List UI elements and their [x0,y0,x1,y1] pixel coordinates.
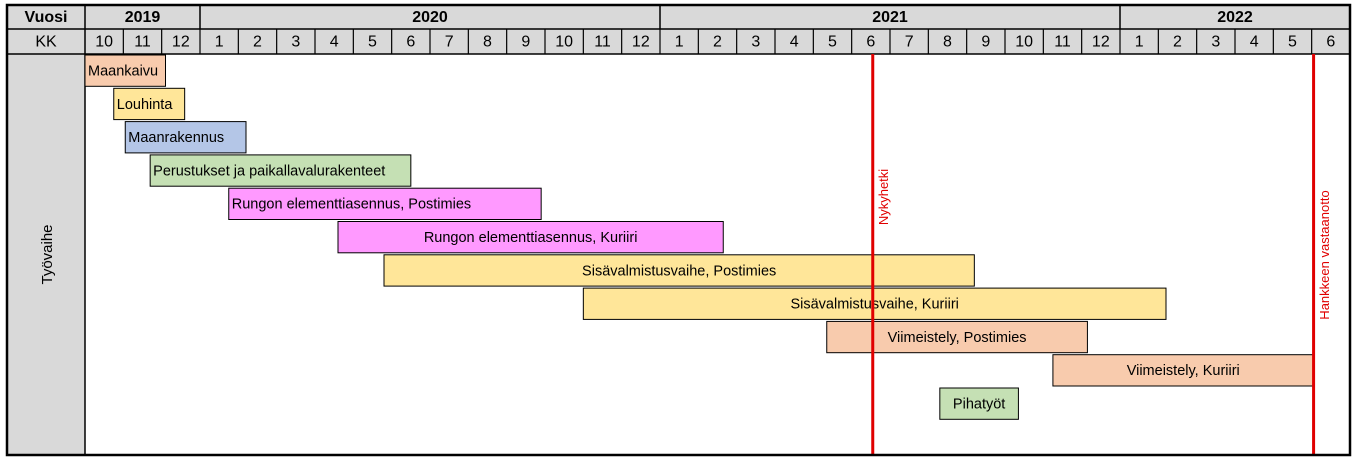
task-label: Louhinta [117,97,174,113]
task-label: Pihatyöt [953,396,1005,412]
month-label: 8 [483,34,492,51]
task-bar [1052,354,1315,387]
month-label: 11 [134,34,151,51]
month-label: 3 [751,34,760,51]
row-header-bg [7,54,85,455]
month-label: 10 [95,34,113,51]
month-label: 1 [675,34,684,51]
month-label: 6 [406,34,415,51]
task-bar [84,54,166,87]
month-label: 7 [905,34,914,51]
month-header: KK [35,34,57,51]
month-label: 2 [713,34,722,51]
month-label: 11 [594,34,611,51]
row-header: Työvaihe [39,224,56,284]
task-label: Sisävalmistusvaihe, Postimies [582,263,776,279]
month-label: 2 [1173,34,1182,51]
task-label: Maanrakennus [128,130,224,146]
month-label: 6 [866,34,875,51]
month-label: 9 [981,34,990,51]
marker-label: Nykyhetki [876,169,891,225]
year-label: 2021 [872,9,908,26]
year-label: 2020 [412,9,448,26]
month-label: 3 [1211,34,1220,51]
outer-border [5,3,1352,457]
month-label: 1 [215,34,224,51]
task-bar [337,221,724,254]
task-bar [826,320,1088,354]
task-bar [124,121,247,154]
task-label: Viimeistely, Postimies [888,330,1027,346]
month-label: 7 [445,34,454,51]
task-label: Rungon elementtiasennus, Kuriiri [424,230,638,246]
task-label: Rungon elementtiasennus, Postimies [232,197,471,213]
month-label: 12 [632,34,650,51]
year-label: 2022 [1217,9,1253,26]
month-label: 10 [555,34,573,51]
task-label: Perustukset ja paikallavalurakenteet [153,163,385,179]
month-label: 9 [521,34,530,51]
task-bar [228,187,542,220]
month-label: 2 [253,34,262,51]
task-bar [113,87,186,121]
task-bar [582,287,1167,320]
month-label: 1 [1135,34,1144,51]
month-label: 8 [943,34,952,51]
month-label: 11 [1054,34,1071,51]
marker-label: Hankkeen vastaanotto [1317,190,1332,319]
month-label: 4 [790,34,799,51]
task-label: Maankaivu [88,63,158,79]
task-bar [383,254,975,287]
task-bar [149,154,412,187]
year-label: 2019 [125,9,161,26]
month-label: 10 [1015,34,1033,51]
year-header: Vuosi [25,9,68,26]
month-label: 5 [828,34,837,51]
task-bar [939,387,1019,420]
month-label: 6 [1326,34,1335,51]
month-label: 5 [368,34,377,51]
month-label: 12 [172,34,190,51]
month-label: 3 [291,34,300,51]
month-label: 4 [1250,34,1259,51]
month-label: 12 [1092,34,1110,51]
task-label: Viimeistely, Kuriiri [1127,363,1240,379]
task-label: Sisävalmistusvaihe, Kuriiri [790,297,958,313]
month-label: 4 [330,34,339,51]
month-label: 5 [1288,34,1297,51]
